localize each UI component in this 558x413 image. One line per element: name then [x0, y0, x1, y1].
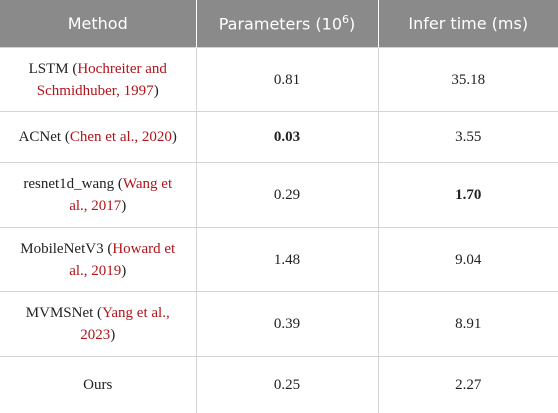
method-text: )	[171, 129, 177, 145]
params-value: 0.29	[273, 187, 301, 203]
method-text: MobileNetV3 (	[20, 240, 113, 257]
method-cell: Ours	[0, 356, 197, 413]
params-value: 0.81	[273, 71, 301, 88]
citation: Yang et al., 2023	[80, 305, 170, 343]
params-cell: 1.48	[195, 227, 379, 292]
time-cell: 1.70	[377, 162, 558, 228]
method-cell: resnet1d_wang (Wang et al., 2017)	[0, 162, 197, 228]
method-text: LSTM (	[28, 60, 78, 77]
table-body: LSTM (Hochreiter and Schmidhuber, 1997) 0…	[0, 47, 558, 413]
header-text: )	[349, 14, 356, 34]
method-cell: MobileNetV3 (Howard et al., 2019)	[0, 227, 197, 292]
header-cell: Parameters (106)	[195, 0, 378, 48]
params-value: 0.25	[273, 376, 301, 393]
citation: Wang et al., 2017	[69, 176, 173, 214]
table-row: LSTM (Hochreiter and Schmidhuber, 1997) 0…	[0, 47, 558, 112]
time-cell: 9.04	[377, 227, 558, 292]
params-value: 0.03	[273, 129, 301, 145]
header-text: Infer time (ms)	[408, 14, 529, 33]
time-value: 35.18	[451, 71, 486, 88]
method-text: )	[121, 262, 127, 279]
method-text: )	[121, 198, 127, 214]
params-cell: 0.25	[195, 356, 379, 413]
header-row: Method Parameters (106) Infer time (ms)	[0, 0, 558, 48]
method-cell: ACNet (Chen et al., 2020)	[0, 111, 197, 163]
citation: Hochreiter and Schmidhuber, 1997	[36, 60, 167, 99]
table-row: ACNet (Chen et al., 2020) 0.03 3.55	[0, 111, 558, 163]
params-value: 0.39	[273, 316, 301, 332]
method-text: )	[110, 327, 116, 343]
table-row: resnet1d_wang (Wang et al., 2017) 0.29 1.7…	[0, 162, 558, 228]
time-cell: 35.18	[377, 47, 558, 112]
method-text: resnet1d_wang (	[23, 176, 123, 192]
time-value: 8.91	[455, 316, 482, 332]
table-row: MobileNetV3 (Howard et al., 2019) 1.48 9.0…	[0, 227, 558, 292]
header-cell: Infer time (ms)	[377, 0, 558, 48]
method-cell: LSTM (Hochreiter and Schmidhuber, 1997)	[0, 47, 197, 112]
params-cell: 0.81	[195, 47, 379, 112]
params-cell: 0.29	[195, 162, 379, 228]
method-text: ACNet (	[18, 129, 70, 145]
params-cell: 0.39	[195, 291, 379, 357]
header-text: Method	[67, 14, 128, 33]
time-cell: 3.55	[377, 111, 558, 163]
method-text: )	[153, 82, 159, 99]
time-value: 2.27	[455, 376, 482, 393]
method-text: Ours	[83, 376, 113, 393]
time-cell: 2.27	[377, 356, 558, 413]
params-cell: 0.03	[195, 111, 379, 163]
time-value: 3.55	[455, 129, 482, 145]
table-row: MVMSNet (Yang et al., 2023) 0.39 8.91	[0, 291, 558, 357]
method-cell: MVMSNet (Yang et al., 2023)	[0, 291, 197, 357]
method-text: MVMSNet (	[25, 305, 103, 321]
time-value: 1.70	[455, 187, 482, 203]
header-text: Parameters (10	[218, 14, 342, 34]
citation: Howard et al., 2019	[69, 240, 176, 279]
time-value: 9.04	[455, 251, 482, 268]
citation: Chen et al., 2020	[69, 129, 172, 145]
header-sup: 6	[342, 13, 349, 27]
params-value: 1.48	[273, 251, 301, 268]
table-row: Ours 0.25 2.27	[0, 356, 558, 413]
time-cell: 8.91	[377, 291, 558, 357]
header-cell: Method	[0, 0, 196, 48]
